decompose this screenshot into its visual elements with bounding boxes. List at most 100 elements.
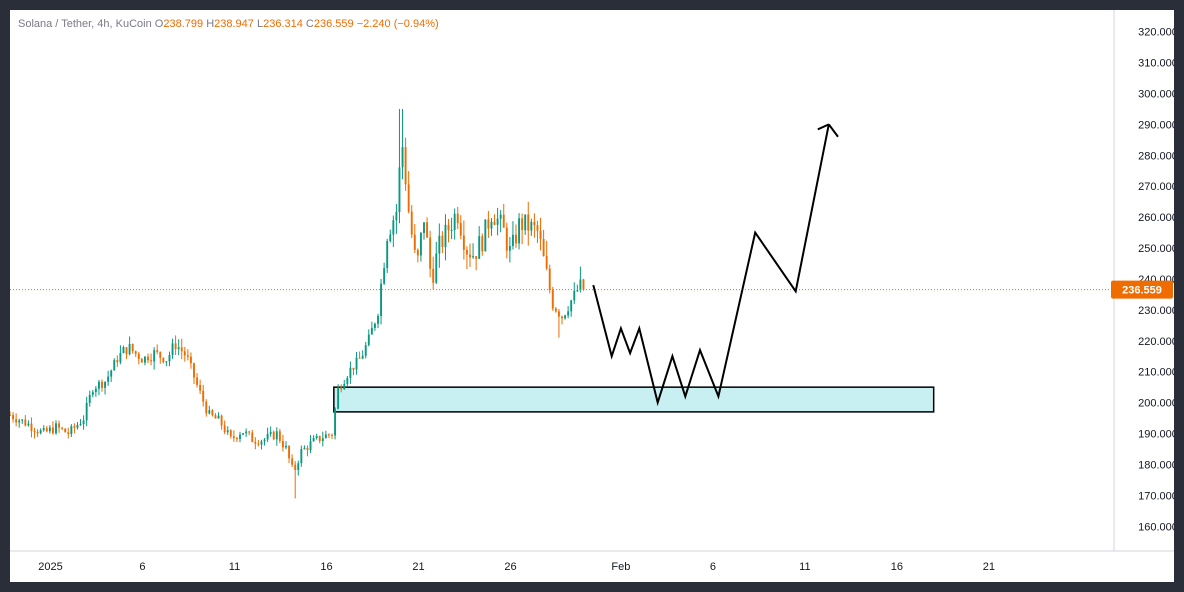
- candle: [91, 389, 94, 398]
- x-tick-label: 2025: [38, 561, 62, 573]
- candle-body: [380, 283, 383, 317]
- candle: [30, 417, 33, 438]
- candle: [518, 213, 521, 250]
- candle: [235, 436, 238, 443]
- y-tick-label: 320.000: [1138, 27, 1174, 39]
- close-value: 236.559: [313, 18, 354, 30]
- candle-body: [285, 445, 287, 448]
- candle: [251, 429, 254, 443]
- candle-body: [349, 367, 352, 379]
- support-zone: [333, 386, 935, 413]
- candle: [33, 427, 36, 439]
- symbol-title: Solana / Tether, 4h, KuCoin: [18, 18, 152, 30]
- candle-body: [242, 433, 245, 435]
- candle: [193, 362, 195, 384]
- candle: [39, 428, 42, 435]
- candle: [297, 460, 300, 476]
- candle-body: [542, 238, 545, 256]
- candle-body: [61, 427, 64, 429]
- candle-body: [79, 424, 82, 426]
- candle-body: [340, 387, 343, 390]
- candle-body: [51, 427, 54, 434]
- candle-body: [153, 350, 156, 362]
- candle-body: [337, 387, 340, 409]
- candle: [232, 430, 235, 442]
- candle-body: [582, 279, 585, 290]
- candle: [76, 422, 79, 430]
- candle: [45, 425, 48, 433]
- candle-body: [499, 214, 502, 219]
- candle: [554, 307, 557, 313]
- candle-body: [450, 229, 453, 231]
- candle: [137, 351, 140, 365]
- y-tick-label: 310.000: [1138, 58, 1174, 70]
- candle: [407, 171, 410, 214]
- candle: [453, 208, 456, 240]
- candle-body: [515, 234, 517, 244]
- candle: [395, 203, 398, 234]
- candle-body: [502, 214, 505, 228]
- candle: [196, 373, 199, 388]
- candle: [125, 347, 128, 359]
- candle-body: [453, 213, 456, 230]
- candle: [527, 201, 530, 246]
- candle-body: [423, 222, 425, 233]
- candle: [70, 424, 73, 438]
- candle-body: [383, 268, 386, 284]
- candle-body: [518, 218, 521, 244]
- candle: [401, 108, 404, 180]
- candle: [472, 243, 475, 259]
- candle: [487, 210, 490, 238]
- candle: [404, 137, 407, 191]
- candle: [309, 435, 312, 454]
- candle: [398, 108, 401, 224]
- candle-body: [318, 436, 321, 441]
- candle: [530, 218, 533, 236]
- candle-body: [570, 300, 573, 312]
- candle-body: [110, 370, 113, 377]
- candle: [223, 420, 226, 435]
- candle: [110, 369, 113, 382]
- candle: [242, 433, 245, 435]
- y-tick-label: 270.000: [1138, 181, 1174, 193]
- x-tick-label: 6: [710, 561, 716, 573]
- candle-body: [462, 235, 465, 250]
- candle-body: [490, 221, 493, 229]
- candle: [438, 223, 441, 268]
- candle-body: [30, 423, 33, 431]
- candle-body: [82, 420, 85, 425]
- candle: [85, 396, 88, 427]
- chart-panel[interactable]: Solana / Tether, 4h, KuCoin O238.799 H23…: [10, 10, 1174, 582]
- candle-body: [579, 279, 582, 291]
- candle-body: [392, 220, 395, 235]
- candle: [174, 335, 177, 356]
- x-tick-label: 16: [891, 561, 903, 573]
- symbol-legend: Solana / Tether, 4h, KuCoin O238.799 H23…: [18, 18, 439, 30]
- candle: [217, 412, 220, 419]
- candle: [159, 351, 162, 364]
- candle-body: [143, 356, 146, 363]
- candle-body: [193, 363, 195, 378]
- candle: [303, 445, 306, 450]
- candle: [10, 411, 11, 416]
- y-tick-label: 230.000: [1138, 305, 1174, 317]
- candle-body: [361, 355, 364, 359]
- candle: [104, 381, 107, 395]
- candle-body: [539, 230, 542, 239]
- candle: [579, 266, 582, 293]
- candle-body: [245, 431, 248, 434]
- candle: [493, 214, 496, 226]
- candle: [27, 420, 30, 427]
- candle-body: [248, 431, 251, 433]
- open-label: O: [154, 18, 164, 30]
- candle-body: [416, 249, 419, 256]
- price-chart[interactable]: 160.000 170.000 180.000 190.000 200.000 210.0…: [10, 10, 1174, 582]
- candle: [260, 439, 263, 450]
- candle-body: [70, 426, 73, 435]
- candle: [119, 345, 122, 365]
- candle: [508, 237, 511, 263]
- candle: [263, 437, 266, 446]
- candle-body: [186, 355, 189, 357]
- candle: [340, 384, 343, 393]
- candle-body: [291, 458, 294, 465]
